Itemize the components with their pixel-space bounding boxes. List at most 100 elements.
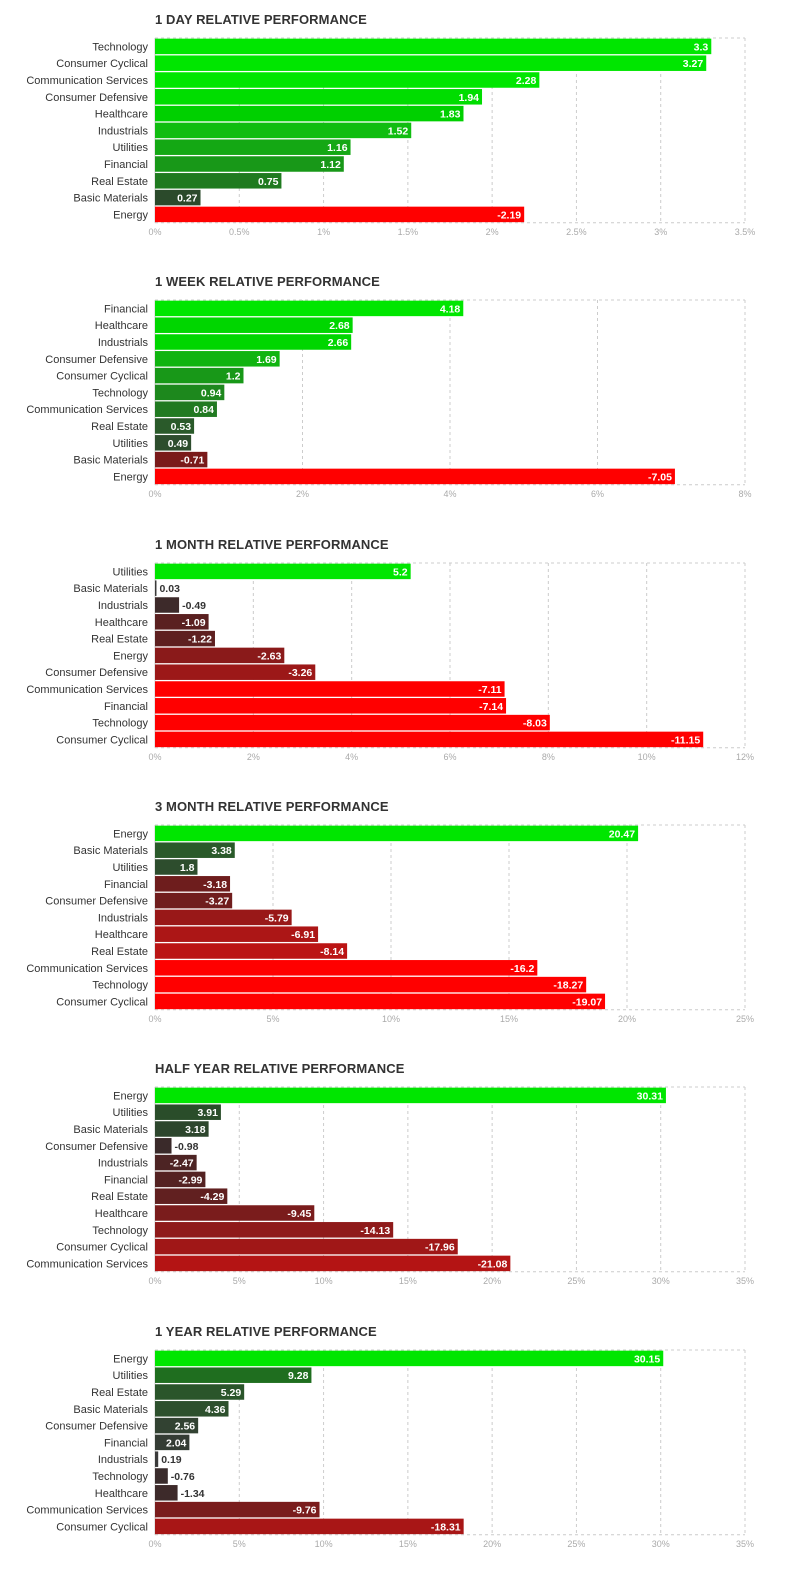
category-label: Industrials (98, 1158, 149, 1170)
category-label: Communication Services (26, 75, 148, 87)
bar[interactable] (155, 731, 704, 747)
value-label: 2.28 (516, 75, 537, 87)
bar[interactable] (155, 1171, 206, 1188)
bar[interactable] (155, 1104, 221, 1121)
bar[interactable] (155, 909, 292, 926)
bar[interactable] (155, 72, 540, 88)
value-label: -7.11 (478, 684, 502, 696)
category-label: Industrials (98, 600, 149, 612)
value-label: 0.94 (201, 388, 222, 400)
bar[interactable] (155, 1205, 315, 1221)
bar[interactable] (155, 647, 285, 663)
bar[interactable] (155, 468, 675, 485)
bar[interactable] (155, 317, 353, 334)
chart-title: 1 YEAR RELATIVE PERFORMANCE (155, 1323, 377, 1339)
bar[interactable] (155, 206, 525, 223)
value-label: -1.22 (188, 633, 212, 645)
category-label: Basic Materials (73, 1403, 148, 1415)
bar[interactable] (155, 1155, 197, 1171)
category-label: Energy (113, 209, 148, 221)
bar[interactable] (155, 1434, 190, 1450)
bar[interactable] (155, 139, 351, 155)
category-label: Industrials (98, 337, 149, 349)
bar[interactable] (155, 1366, 312, 1383)
value-label: -0.98 (175, 1141, 199, 1153)
bar[interactable] (155, 1417, 199, 1433)
bar[interactable] (155, 1222, 394, 1238)
bar[interactable] (155, 875, 231, 892)
bar[interactable] (155, 596, 180, 613)
bar[interactable] (155, 630, 215, 646)
bar[interactable] (155, 859, 198, 875)
value-label: -2.99 (178, 1175, 202, 1187)
bar[interactable] (155, 334, 352, 351)
category-label: Utilities (113, 566, 149, 578)
category-label: Consumer Defensive (45, 667, 148, 679)
x-tick-label: 15% (500, 1014, 518, 1024)
bar[interactable] (155, 38, 712, 55)
bar[interactable] (155, 351, 280, 367)
category-label: Consumer Cyclical (56, 734, 148, 746)
bar[interactable] (155, 300, 464, 317)
bar[interactable] (155, 1484, 178, 1501)
bar[interactable] (155, 580, 157, 596)
bar[interactable] (155, 1138, 172, 1154)
bar[interactable] (155, 993, 606, 1010)
bar[interactable] (155, 189, 201, 206)
value-label: -21.08 (478, 1259, 508, 1271)
bar[interactable] (155, 105, 464, 122)
bar[interactable] (155, 55, 707, 71)
bar[interactable] (155, 892, 233, 909)
category-label: Real Estate (91, 421, 148, 433)
bar[interactable] (155, 563, 411, 579)
bar[interactable] (155, 1501, 320, 1517)
bar[interactable] (155, 418, 195, 435)
x-tick-label: 8% (542, 751, 555, 761)
bar[interactable] (155, 697, 507, 714)
bar[interactable] (155, 613, 209, 630)
bar[interactable] (155, 1121, 209, 1137)
bar[interactable] (155, 825, 639, 842)
bar[interactable] (155, 714, 550, 730)
category-label: Utilities (113, 1107, 149, 1119)
x-tick-label: 8% (738, 489, 751, 499)
bar[interactable] (155, 1239, 458, 1255)
category-label: Utilities (113, 438, 149, 450)
chart-panel: 1 WEEK RELATIVE PERFORMANCE 0% 2% 4% 6% 8% Fin… (0, 262, 785, 524)
x-tick-label: 0% (148, 751, 161, 761)
bar[interactable] (155, 1255, 511, 1272)
bar[interactable] (155, 452, 208, 468)
category-label: Real Estate (91, 633, 148, 645)
bar[interactable] (155, 926, 319, 942)
bar[interactable] (155, 842, 235, 858)
bar[interactable] (155, 1450, 159, 1467)
bar[interactable] (155, 1350, 664, 1366)
bar[interactable] (155, 384, 225, 401)
value-label: -18.27 (553, 979, 583, 991)
bar[interactable] (155, 1467, 168, 1484)
bar[interactable] (155, 368, 244, 384)
bar[interactable] (155, 1400, 229, 1417)
bar[interactable] (155, 435, 192, 451)
x-tick-label: 3% (654, 227, 667, 237)
category-label: Financial (104, 1175, 148, 1187)
bar[interactable] (155, 943, 348, 959)
value-label: 1.2 (226, 371, 241, 383)
bar[interactable] (155, 89, 483, 105)
chart-title: 3 MONTH RELATIVE PERFORMANCE (155, 798, 389, 814)
bar[interactable] (155, 664, 316, 680)
bar[interactable] (155, 1188, 228, 1205)
bar[interactable] (155, 1087, 666, 1104)
bar[interactable] (155, 401, 217, 418)
bar[interactable] (155, 1518, 464, 1534)
bar[interactable] (155, 976, 587, 993)
bar[interactable] (155, 173, 282, 189)
bar[interactable] (155, 122, 412, 139)
bar[interactable] (155, 1383, 245, 1400)
chart-panel: 1 YEAR RELATIVE PERFORMANCE 0% 5% 10% 15% 20%… (0, 1312, 785, 1574)
bar[interactable] (155, 959, 538, 976)
value-label: 2.56 (175, 1420, 196, 1432)
bar[interactable] (155, 680, 505, 697)
bar[interactable] (155, 156, 344, 172)
